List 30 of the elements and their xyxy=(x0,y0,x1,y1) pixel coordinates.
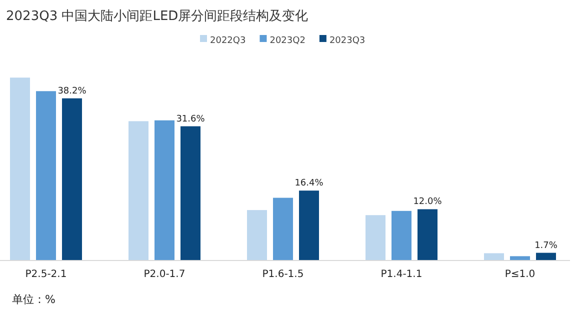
text: 单位：% xyxy=(12,293,56,306)
x-tick-label: P≤1.0 xyxy=(504,269,536,280)
x-tick-label: P1.6-1.5 xyxy=(262,269,304,280)
bar xyxy=(247,210,267,260)
bar xyxy=(180,126,200,260)
x-tick-label: P2.0-1.7 xyxy=(144,269,186,280)
data-label: 1.7% xyxy=(534,240,558,251)
bar xyxy=(392,210,412,260)
bar xyxy=(366,215,386,260)
x-tick-label: P2.5-2.1 xyxy=(25,269,67,280)
data-label: 12.0% xyxy=(413,197,442,208)
bar xyxy=(154,120,174,260)
bar xyxy=(273,198,293,260)
data-label: 16.4% xyxy=(294,178,324,189)
bar xyxy=(36,91,56,260)
chart-title: 2023Q3 中国大陆小间距LED屏分间距段结构及变化 xyxy=(6,9,308,24)
bar xyxy=(128,121,148,260)
legend-label: 2022Q3 xyxy=(210,36,246,46)
legend-label: 2023Q3 xyxy=(329,36,366,46)
bar xyxy=(536,252,556,260)
data-label: 31.6% xyxy=(176,114,206,124)
bar xyxy=(299,190,319,260)
bar xyxy=(418,209,438,260)
bar xyxy=(62,98,82,260)
bar xyxy=(510,256,530,260)
legend-label: 2023Q2 xyxy=(270,36,306,46)
x-tick-label: P1.4-1.1 xyxy=(380,269,422,280)
bar xyxy=(484,253,504,260)
bar xyxy=(10,78,30,260)
data-label: 38.2% xyxy=(58,86,87,96)
